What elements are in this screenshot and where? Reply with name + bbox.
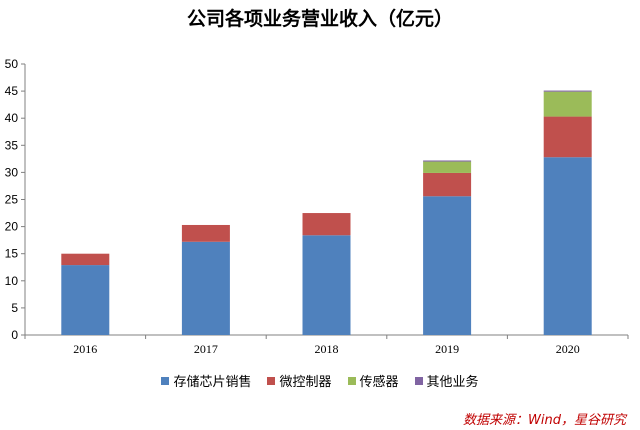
- x-tick-label: 2019: [435, 342, 459, 356]
- legend-item: 传感器: [347, 371, 399, 390]
- legend-item: 其他业务: [414, 371, 479, 390]
- legend-label: 存储芯片销售: [173, 375, 252, 390]
- chart-legend: 存储芯片销售 微控制器 传感器 其他业务: [0, 371, 640, 390]
- x-tick-label: 2016: [73, 342, 97, 356]
- bar-segment: [423, 196, 472, 335]
- bar-segment: [302, 235, 351, 335]
- x-tick-label: 2020: [556, 342, 580, 356]
- bar-segment: [181, 224, 230, 242]
- bar-segment: [423, 172, 472, 197]
- legend-item: 微控制器: [267, 371, 332, 390]
- chart-title: 公司各项业务营业收入（亿元）: [186, 8, 453, 30]
- y-tick-label: 25: [5, 193, 19, 207]
- bar-segment: [181, 241, 230, 335]
- legend-item: 存储芯片销售: [161, 371, 251, 390]
- bar-segment: [543, 116, 592, 158]
- x-tick-label: 2017: [194, 342, 218, 356]
- y-tick-label: 40: [5, 111, 19, 125]
- y-tick-label: 15: [5, 247, 19, 261]
- bar-segment: [302, 213, 351, 236]
- bar-segment: [543, 91, 592, 117]
- chart-bars: [61, 90, 592, 335]
- y-tick-label: 50: [5, 57, 19, 71]
- bar-segment: [423, 161, 472, 173]
- y-tick-label: 10: [5, 274, 19, 288]
- x-tick-label: 2018: [315, 342, 339, 356]
- legend-label: 微控制器: [279, 375, 332, 390]
- y-tick-label: 5: [11, 301, 18, 315]
- legend-swatch: [161, 376, 170, 385]
- bar-segment: [61, 253, 110, 266]
- legend-swatch: [267, 376, 276, 385]
- bar-segment: [423, 160, 472, 162]
- chart-ticks: 0 5 10 15 20 25 30 35 40 45 50 2016 2017 2018 2019 2020: [5, 57, 580, 356]
- bar-segment: [61, 265, 110, 335]
- bar-segment: [543, 90, 592, 92]
- legend-label: 其他业务: [426, 375, 479, 390]
- y-tick-label: 45: [5, 84, 19, 98]
- y-tick-label: 20: [5, 220, 19, 234]
- legend-label: 传感器: [359, 375, 399, 390]
- bar-segment: [543, 157, 592, 335]
- y-tick-label: 30: [5, 165, 19, 179]
- legend-swatch: [347, 376, 356, 385]
- y-tick-label: 35: [5, 138, 19, 152]
- y-tick-label: 0: [11, 328, 18, 342]
- source-note: 数据来源：Wind，星谷研究: [463, 413, 626, 428]
- legend-swatch: [414, 376, 423, 385]
